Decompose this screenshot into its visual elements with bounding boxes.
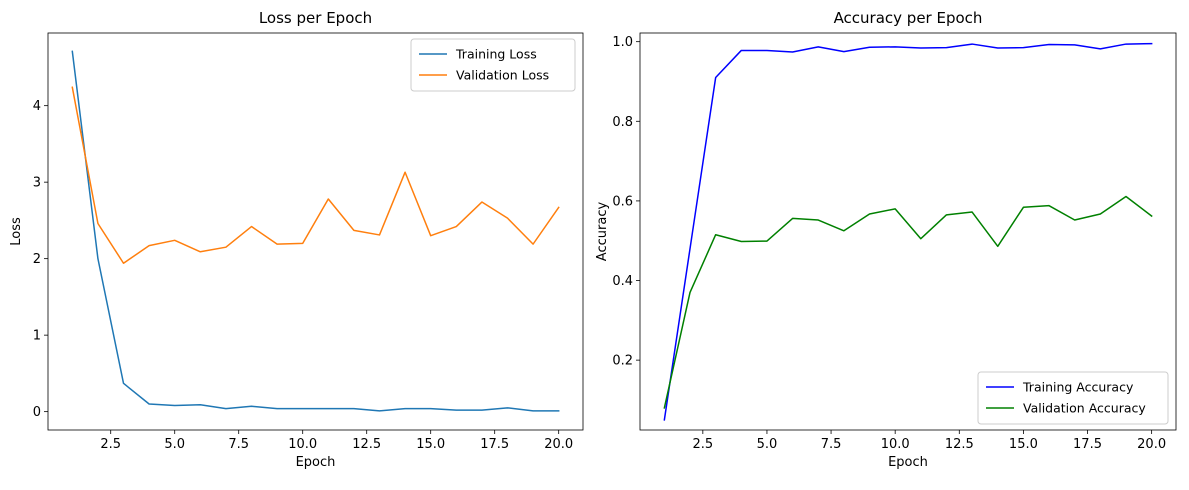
x-tick-label: 20.0 — [1137, 437, 1166, 452]
x-tick-label: 7.5 — [228, 437, 249, 452]
x-tick-label: 17.5 — [1073, 437, 1102, 452]
x-tick-label: 15.0 — [416, 437, 445, 452]
chart-1: Loss per Epoch 2.5 5.0 7.5 10.0 12.5 15.0 17.5 2… — [9, 9, 584, 470]
x-tick-label: 20.0 — [544, 437, 573, 452]
legend-label: Validation Loss — [456, 68, 549, 83]
legend: Training Loss Validation Loss — [410, 38, 576, 92]
y-tick-label: 4 — [33, 99, 41, 114]
x-axis-label: Epoch — [888, 455, 928, 470]
chart-2: Accuracy per Epoch 2.5 5.0 7.5 10.0 12.5 15.0 1… — [595, 9, 1177, 470]
legend-label: Training Loss — [455, 47, 537, 62]
x-tick-label: 15.0 — [1009, 437, 1038, 452]
x-axis-label: Epoch — [296, 455, 336, 470]
legend-box — [977, 371, 1169, 425]
legend-label: Validation Accuracy — [1023, 401, 1146, 416]
x-tick-label: 12.5 — [945, 437, 974, 452]
x-tick-label: 17.5 — [480, 437, 509, 452]
y-tick-label: 0.8 — [612, 115, 633, 130]
series-line-1 — [663, 42, 1153, 421]
y-tick-label: 1.0 — [612, 35, 633, 50]
x-tick-label: 10.0 — [288, 437, 317, 452]
y-tick-label: 0.6 — [612, 194, 633, 209]
legend-box — [410, 38, 576, 92]
x-tick-label: 12.5 — [352, 437, 381, 452]
y-tick-label: 0 — [33, 405, 41, 420]
y-tick-label: 1 — [33, 329, 41, 344]
y-tick-label: 3 — [33, 176, 41, 191]
x-tick-label: 5.0 — [164, 437, 185, 452]
x-tick-label: 5.0 — [757, 437, 778, 452]
axes-frame — [47, 32, 584, 431]
series-line-2 — [663, 195, 1153, 409]
chart-title: Accuracy per Epoch — [834, 9, 983, 27]
y-tick-label: 0.2 — [612, 354, 633, 369]
axes-frame — [639, 32, 1177, 431]
legend-label: Training Accuracy — [1022, 380, 1134, 395]
series-line-2 — [71, 86, 560, 264]
y-axis-label: Accuracy — [595, 202, 610, 262]
y-tick-label: 2 — [33, 252, 41, 267]
x-tick-label: 2.5 — [692, 437, 713, 452]
series-line-1 — [71, 50, 560, 412]
legend: Training Accuracy Validation Accuracy — [977, 371, 1169, 425]
x-tick-label: 7.5 — [821, 437, 842, 452]
x-tick-label: 2.5 — [100, 437, 121, 452]
chart-title: Loss per Epoch — [259, 9, 372, 27]
y-tick-label: 0.4 — [612, 274, 633, 289]
x-tick-label: 10.0 — [881, 437, 910, 452]
y-axis-label: Loss — [9, 217, 24, 246]
